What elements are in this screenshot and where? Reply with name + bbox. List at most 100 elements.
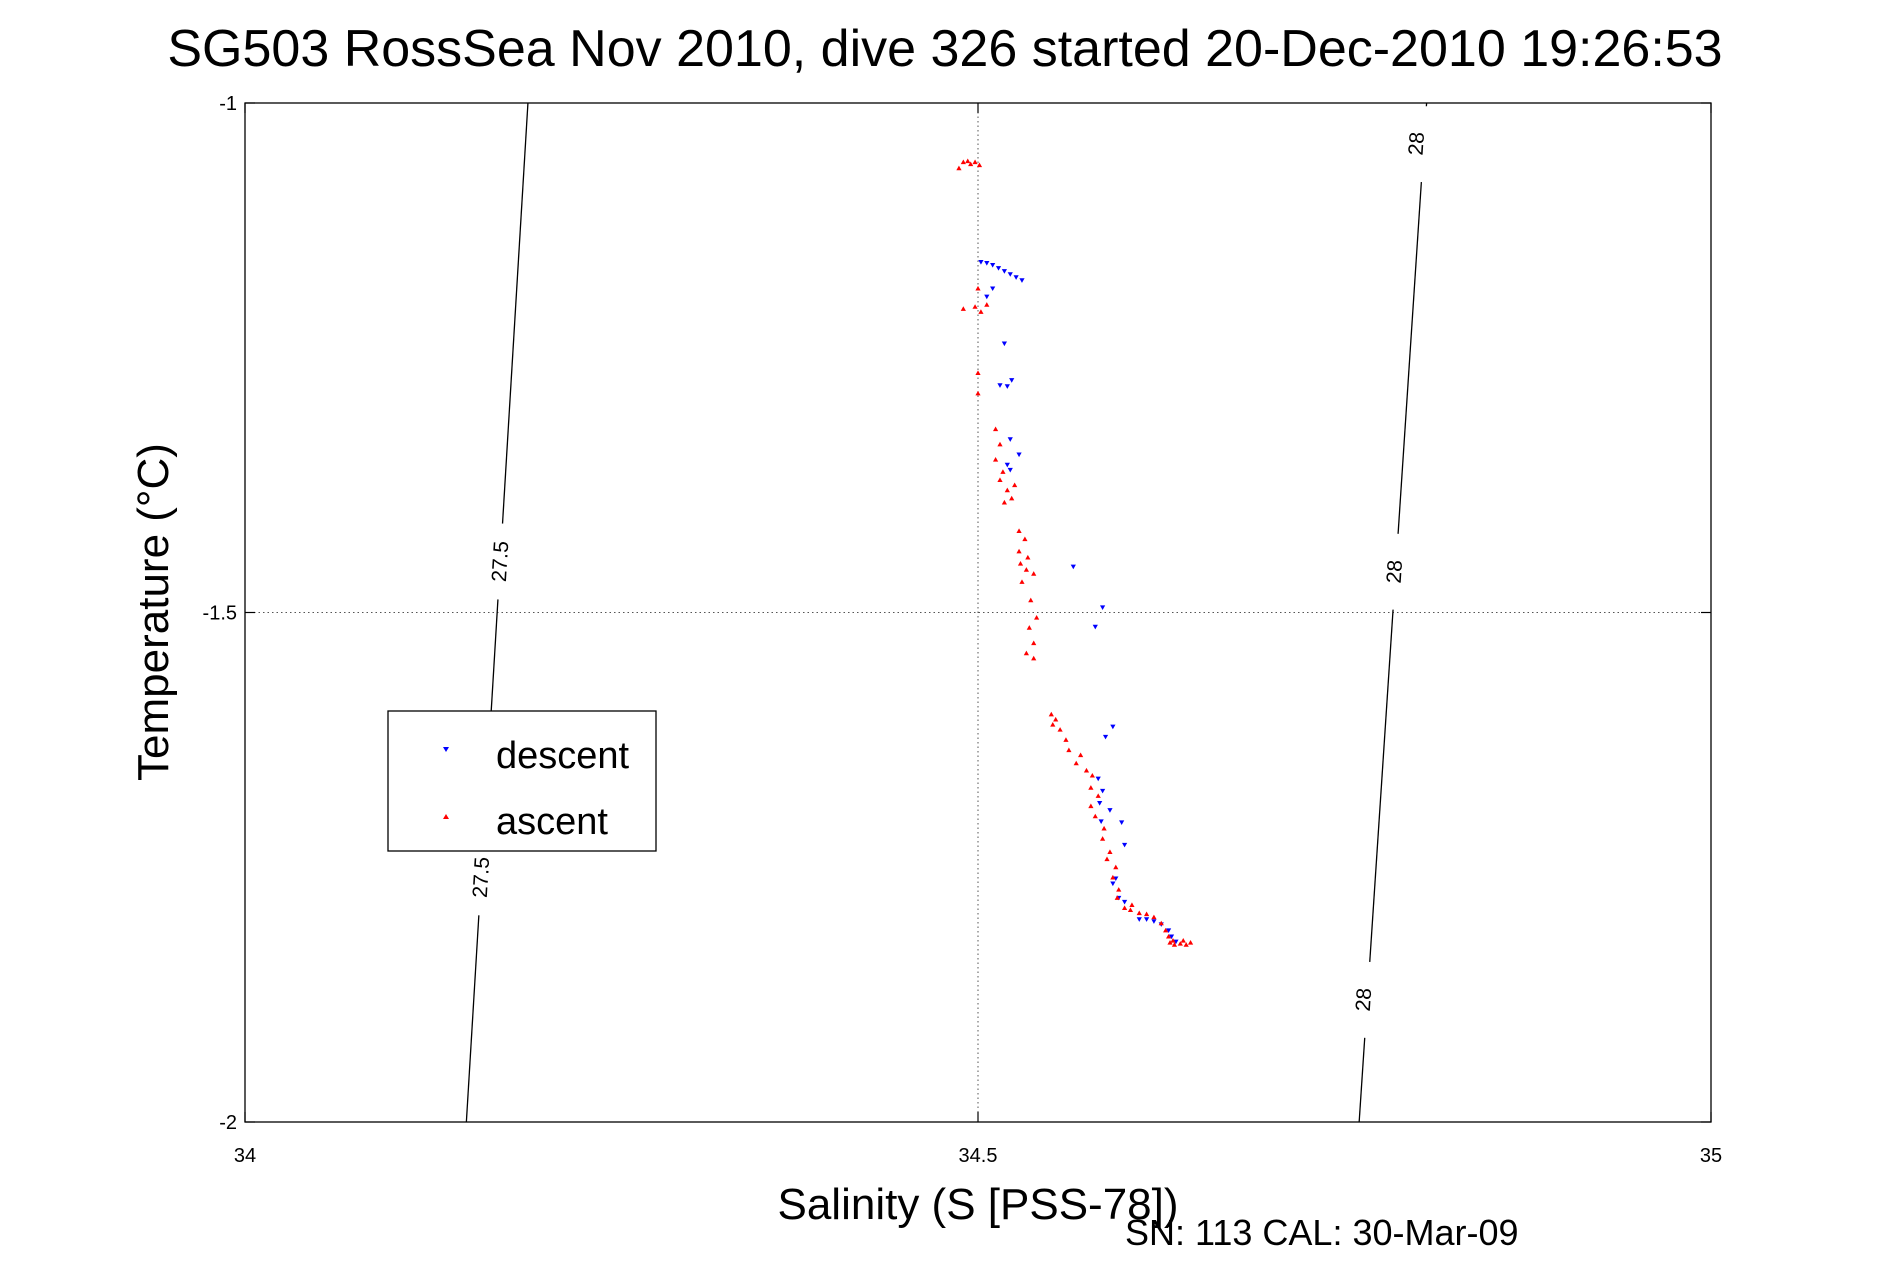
ascent-point (1016, 548, 1022, 554)
ascent-point (1129, 902, 1135, 907)
descent-point (1004, 462, 1010, 468)
descent-point (1001, 269, 1007, 274)
ascent-point (1031, 640, 1037, 646)
descent-point (1004, 384, 1010, 389)
isopycnal-label: 28 (1405, 131, 1429, 156)
descent-point (1009, 378, 1015, 383)
isopycnal-line (465, 915, 480, 1123)
ascent-point (1136, 910, 1142, 916)
legend-ascent-label: ascent (496, 801, 608, 843)
legend-ascent-marker (443, 814, 449, 819)
ascent-point (1177, 941, 1183, 946)
descent-point (1107, 808, 1113, 813)
ascent-point (1165, 933, 1172, 939)
isopycnal-label: 27.5 (469, 856, 494, 898)
ascent-point (1063, 737, 1069, 742)
legend-descent-marker (443, 747, 449, 752)
ascent-point (1048, 711, 1054, 717)
descent-point (990, 286, 996, 292)
x-axis-label: Salinity (S [PSS-78]) (777, 1180, 1178, 1229)
ascent-point (975, 370, 981, 376)
ascent-point (975, 390, 981, 396)
ascent-point (1017, 560, 1024, 566)
ascent-point (997, 477, 1003, 483)
y-tick-label: -1 (219, 93, 237, 115)
ascent-point (1183, 942, 1189, 947)
ascent-point (968, 161, 974, 167)
ascent-point (1034, 614, 1040, 620)
ascent-point (956, 165, 962, 171)
descent-point (1110, 881, 1116, 887)
ascent-point (1053, 716, 1059, 722)
ascent-point (1073, 760, 1079, 766)
ascent-point (1122, 905, 1128, 911)
ascent-point (984, 302, 990, 307)
ascent-point (1057, 727, 1063, 732)
descent-point (984, 294, 990, 300)
data-points (956, 158, 1194, 947)
descent-point (1016, 452, 1022, 458)
descent-point (1013, 275, 1019, 280)
descent-point (978, 259, 984, 265)
ascent-point (975, 285, 981, 291)
descent-point (1113, 876, 1119, 882)
ascent-point (1050, 721, 1056, 727)
ascent-point (1158, 920, 1164, 926)
ascent-point (960, 159, 966, 165)
ascent-point (965, 158, 971, 164)
descent-point (1098, 819, 1104, 824)
ascent-point (1004, 487, 1010, 493)
descent-point (984, 260, 990, 266)
ascent-point (992, 426, 999, 432)
ascent-point (1016, 528, 1022, 533)
descent-point (1095, 776, 1101, 782)
ascent-point (1031, 571, 1037, 576)
ascent-point (1127, 907, 1134, 913)
isopycnal-line (1358, 1037, 1366, 1123)
y-tick-label: -1.5 (203, 603, 237, 625)
ascent-point (978, 309, 984, 314)
ascent-point (997, 441, 1003, 447)
ascent-point (1001, 499, 1007, 505)
descent-point (1122, 899, 1128, 905)
x-tick-label: 34 (234, 1145, 256, 1167)
ascent-point (1000, 469, 1006, 474)
ascent-point (1110, 874, 1116, 880)
ascent-point (1078, 752, 1084, 758)
isopycnal-label: 28 (1383, 559, 1407, 584)
ascent-point (1107, 849, 1113, 854)
isopycnal-line (1397, 182, 1423, 534)
descent-point (1100, 788, 1106, 794)
serial-calibration-note: SN: 113 CAL: 30-Mar-09 (1125, 1212, 1519, 1253)
ascent-point (1031, 655, 1037, 661)
descent-point (1110, 724, 1116, 730)
ascent-point (1023, 650, 1029, 656)
ascent-point (1083, 767, 1090, 773)
ascent-point (1116, 887, 1122, 892)
isopycnal-line (501, 102, 529, 524)
ascent-point (1012, 482, 1018, 488)
ascent-point (1026, 625, 1032, 630)
axis-ticks: 34 34.5 35 -2 -1.5 -1 (203, 93, 1723, 1167)
ascent-point (1187, 940, 1194, 945)
ascent-point (1022, 536, 1028, 542)
ascent-point (1088, 803, 1094, 809)
ascent-point (1095, 793, 1101, 798)
ascent-point (1167, 940, 1173, 945)
ascent-point (972, 304, 978, 309)
legend: descent ascent (387, 710, 657, 852)
descent-point (1007, 437, 1013, 442)
descent-point (1100, 605, 1106, 611)
descent-point (1097, 801, 1103, 806)
ascent-point (1089, 772, 1095, 778)
ascent-point (1100, 836, 1106, 841)
ascent-point (1066, 747, 1072, 753)
descent-point (1173, 939, 1179, 945)
ascent-point (992, 457, 999, 462)
ascent-point (1143, 911, 1150, 917)
descent-point (1119, 820, 1125, 826)
ascent-point (976, 162, 983, 168)
ascent-point (1023, 567, 1029, 572)
